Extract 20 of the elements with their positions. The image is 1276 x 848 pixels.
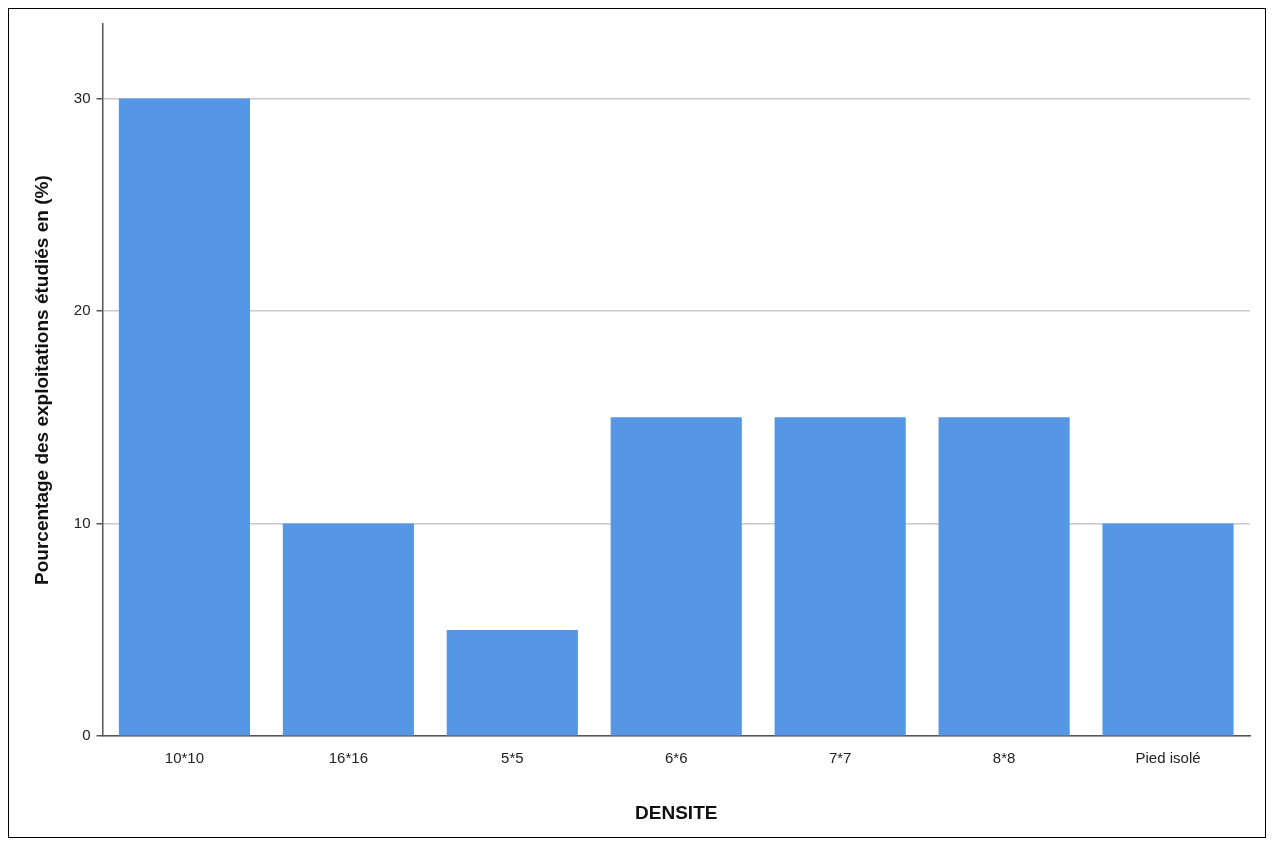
bar: [118, 98, 251, 736]
bar: [446, 629, 578, 736]
bar: [282, 523, 414, 736]
y-tick-label: 20: [73, 301, 91, 319]
bar: [1102, 523, 1234, 736]
y-axis-title: Pourcentage des exploitations étudiés en (%): [30, 175, 52, 585]
x-axis-title: DENSITE: [635, 801, 718, 823]
y-tick-label: 10: [73, 513, 91, 531]
x-tick-label: 7*7: [828, 749, 852, 767]
x-tick-label: 5*5: [501, 749, 524, 767]
y-tick-label: 30: [73, 88, 91, 106]
x-tick-label: Pied isolé: [1135, 749, 1201, 767]
bar: [938, 417, 1070, 736]
x-tick-label: 10*10: [164, 749, 205, 767]
y-tick-label: 0: [82, 726, 91, 744]
bar: [774, 417, 906, 736]
bar: [610, 417, 742, 736]
x-tick-label: 8*8: [992, 749, 1016, 767]
x-tick-label: 16*16: [328, 749, 368, 767]
x-tick-label: 6*6: [664, 749, 688, 767]
